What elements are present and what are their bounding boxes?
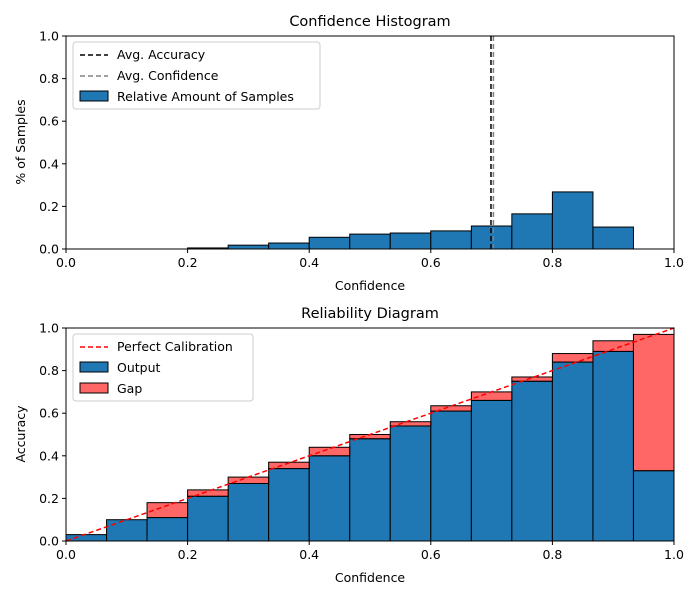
sample-bar: [349, 233, 391, 250]
legend-gap-label: Gap: [117, 381, 142, 396]
output-bar: [551, 361, 594, 542]
chart2-legend-box: [72, 333, 254, 402]
x-tick-label: 0.6: [421, 547, 441, 562]
chart1-x-ticks: 0.0 0.2 0.4 0.6 0.8 1.0: [56, 249, 684, 270]
x-tick-label: 1.0: [664, 255, 684, 270]
y-tick-label: 0.8: [39, 363, 59, 378]
y-tick-label: 0.2: [39, 491, 59, 506]
x-tick-label: 1.0: [664, 547, 684, 562]
output-bar: [470, 399, 513, 542]
legend-output-label: Output: [117, 360, 161, 375]
output-bar: [389, 425, 432, 542]
y-tick-label: 0.0: [39, 534, 59, 549]
chart1-plot-frame: [65, 35, 675, 250]
legend-avg-accuracy-label: Avg. Accuracy: [117, 47, 206, 62]
gap-bar: [389, 421, 432, 427]
chart1-y-axis-label: % of Samples: [13, 99, 28, 184]
sample-bar: [389, 232, 432, 250]
x-tick-label: 0.4: [299, 547, 319, 562]
y-tick-label: 0.6: [39, 406, 59, 421]
chart2-bars: [65, 333, 675, 542]
y-tick-label: 0.6: [39, 114, 59, 129]
chart2-plot-frame: [65, 327, 675, 542]
sample-bar: [308, 236, 351, 250]
x-tick-label: 0.2: [178, 255, 198, 270]
sample-bar: [551, 191, 594, 250]
y-tick-label: 1.0: [39, 321, 59, 336]
gap-bar: [511, 376, 553, 382]
legend-samples-swatch: [79, 90, 109, 102]
chart1-avg-lines: [490, 36, 495, 249]
chart2-perfect-calibration: [65, 327, 675, 542]
output-bar: [146, 517, 189, 542]
chart2-title: Reliability Diagram: [301, 306, 439, 322]
x-tick-label: 0.4: [299, 255, 319, 270]
output-bar: [430, 410, 472, 542]
output-bar: [349, 438, 391, 542]
gap-bar: [632, 333, 675, 472]
output-bar: [632, 470, 675, 542]
output-bar: [187, 495, 229, 542]
sample-bar: [268, 242, 310, 250]
x-tick-label: 0.2: [178, 547, 198, 562]
chart1-bars: [187, 191, 634, 250]
output-bar: [106, 519, 148, 542]
chart2-x-axis-label: Confidence: [335, 570, 406, 585]
sample-bar: [227, 244, 270, 250]
y-tick-label: 0.4: [39, 448, 59, 463]
y-tick-label: 0.0: [39, 242, 59, 257]
y-tick-label: 0.4: [39, 156, 59, 171]
chart1-y-ticks: 0.0 0.2 0.4 0.6 0.8 1.0: [39, 29, 66, 257]
chart1-title: Confidence Histogram: [289, 14, 450, 30]
sample-bar: [511, 213, 553, 250]
legend-perfect-calibration-label: Perfect Calibration: [117, 339, 233, 354]
output-bar: [511, 380, 553, 542]
x-tick-label: 0.8: [542, 547, 562, 562]
chart1-legend: Avg. Accuracy Avg. Confidence Relative A…: [72, 41, 321, 110]
gap-bar: [187, 489, 229, 497]
x-tick-label: 0.0: [56, 547, 76, 562]
sample-bar: [430, 230, 472, 250]
y-tick-label: 1.0: [39, 29, 59, 44]
gap-bar: [146, 502, 189, 519]
legend-gap-swatch: [79, 382, 109, 394]
sample-bar: [592, 226, 634, 250]
legend-avg-confidence-label: Avg. Confidence: [117, 68, 219, 83]
legend-output-swatch: [79, 361, 109, 373]
reliability-diagram: Reliability Diagram 0.0 0.2 0.4 0.6 0.8 1.0 0…: [13, 306, 684, 585]
y-tick-label: 0.2: [39, 199, 59, 214]
chart2-y-axis-label: Accuracy: [13, 405, 28, 463]
y-tick-label: 0.8: [39, 71, 59, 86]
perfect-calibration-line: [65, 327, 675, 542]
output-bar: [592, 350, 634, 542]
x-tick-label: 0.0: [56, 255, 76, 270]
chart2-legend: Perfect Calibration Output Gap: [72, 333, 254, 402]
chart1-x-axis-label: Confidence: [335, 278, 406, 293]
x-tick-label: 0.6: [421, 255, 441, 270]
chart2-y-ticks: 0.0 0.2 0.4 0.6 0.8 1.0: [39, 321, 66, 549]
legend-samples-label: Relative Amount of Samples: [117, 89, 294, 104]
gap-bar: [430, 405, 472, 412]
gap-bar: [551, 353, 594, 363]
chart1-legend-box: [72, 41, 321, 110]
output-bar: [308, 455, 351, 542]
output-bar: [65, 534, 108, 542]
output-bar: [227, 482, 270, 542]
confidence-histogram: Confidence Histogram 0.0 0.2 0.4 0.6 0.8 1.0 …: [13, 14, 684, 293]
gap-bar: [308, 446, 351, 457]
output-bar: [268, 468, 310, 542]
x-tick-label: 0.8: [542, 255, 562, 270]
chart2-x-ticks: 0.0 0.2 0.4 0.6 0.8 1.0: [56, 541, 684, 562]
